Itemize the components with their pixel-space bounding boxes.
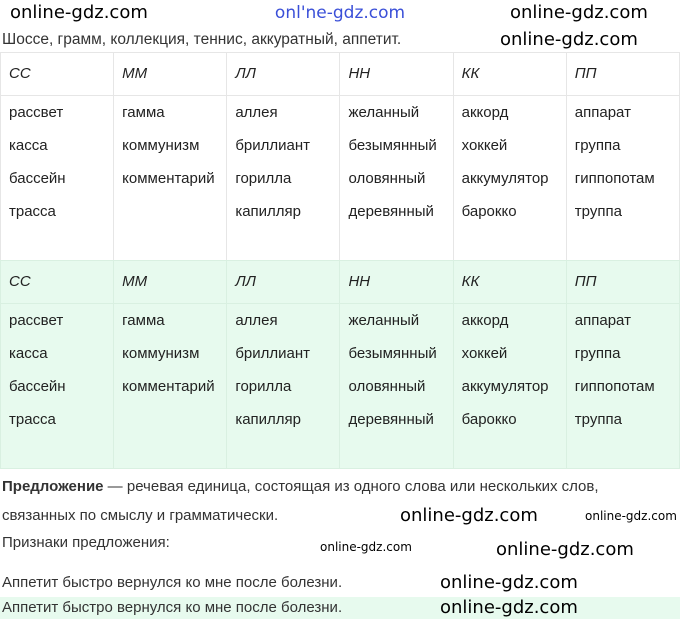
- table-cell: гамма коммунизм комментарий: [113, 95, 228, 261]
- word: рассвет: [9, 104, 64, 121]
- signs-label: Признаки предложения:: [2, 534, 170, 551]
- word: безымянный: [348, 345, 437, 362]
- table-cell: аппарат группа гиппопотам труппа: [565, 303, 680, 469]
- definition-text: — речевая единица, состоящая из одного с…: [2, 478, 599, 524]
- definition: Предложение — речевая единица, состоящая…: [2, 472, 662, 530]
- word: гиппопотам: [574, 170, 655, 187]
- word: касса: [9, 137, 48, 154]
- word: аккумулятор: [461, 378, 549, 395]
- word: желанный: [348, 312, 420, 329]
- word: безымянный: [348, 137, 437, 154]
- header-mm: ММ: [113, 260, 228, 304]
- header-mm: ММ: [113, 52, 228, 96]
- table-cell: аккорд хоккей аккумулятор барокко: [452, 95, 567, 261]
- word: труппа: [574, 411, 622, 428]
- word: трасса: [9, 203, 56, 220]
- watermark: online-gdz.com: [496, 539, 634, 560]
- table-header-row: СС ММ ЛЛ НН КК ПП: [0, 260, 680, 304]
- word: аккорд: [461, 104, 509, 121]
- word: аппарат: [574, 104, 631, 121]
- word: бриллиант: [235, 345, 311, 362]
- intro-text: Шоссе, грамм, коллекция, теннис, аккурат…: [2, 31, 402, 48]
- word: горилла: [235, 378, 292, 395]
- word: горилла: [235, 170, 292, 187]
- word: аллея: [235, 312, 278, 329]
- definition-term: Предложение: [2, 478, 104, 495]
- table-cell: желанный безымянный оловянный деревянный: [339, 303, 454, 469]
- table-cell: рассвет касса бассейн трасса: [0, 95, 115, 261]
- word: комментарий: [122, 378, 215, 395]
- word: барокко: [461, 203, 517, 220]
- word: коммунизм: [122, 345, 200, 362]
- header-cc: СС: [0, 260, 115, 304]
- word: комментарий: [122, 170, 215, 187]
- watermark: online-gdz.com: [440, 597, 578, 618]
- watermark: online-gdz.com: [500, 29, 638, 50]
- word: коммунизм: [122, 137, 200, 154]
- table-cell: рассвет касса бассейн трасса: [0, 303, 115, 469]
- header-nn: НН: [339, 260, 454, 304]
- word: бриллиант: [235, 137, 311, 154]
- word: капилляр: [235, 203, 302, 220]
- watermark: online-gdz.com: [400, 505, 538, 526]
- word: группа: [574, 345, 621, 362]
- header-ll: ЛЛ: [226, 52, 341, 96]
- table-cell: желанный безымянный оловянный деревянный: [339, 95, 454, 261]
- word: аллея: [235, 104, 278, 121]
- word: гиппопотам: [574, 378, 655, 395]
- header-ll: ЛЛ: [226, 260, 341, 304]
- watermark: online-gdz.com: [585, 509, 677, 523]
- word: деревянный: [348, 411, 434, 428]
- header-kk: КК: [452, 260, 567, 304]
- word: оловянный: [348, 170, 426, 187]
- word: группа: [574, 137, 621, 154]
- watermark: online-gdz.com: [440, 572, 578, 593]
- table-cell: аллея бриллиант горилла капилляр: [226, 303, 341, 469]
- word: рассвет: [9, 312, 64, 329]
- watermark-top: onl'ne-gdz.com: [274, 3, 406, 23]
- sentence: Аппетит быстро вернулся ко мне после бол…: [2, 574, 343, 591]
- words-table: СС ММ ЛЛ НН КК ПП рассвет касса бассейн тра…: [0, 52, 680, 261]
- word: трасса: [9, 411, 56, 428]
- word: гамма: [122, 312, 165, 329]
- watermark: online-gdz.com: [320, 540, 412, 554]
- header-kk: КК: [452, 52, 567, 96]
- table-header-row: СС ММ ЛЛ НН КК ПП: [0, 52, 680, 96]
- word: аккумулятор: [461, 170, 549, 187]
- word: капилляр: [235, 411, 302, 428]
- word: хоккей: [461, 345, 508, 362]
- table-row: рассвет касса бассейн трасса гамма коммунизм к…: [0, 303, 680, 469]
- word: хоккей: [461, 137, 508, 154]
- word: деревянный: [348, 203, 434, 220]
- word: труппа: [574, 203, 622, 220]
- table-cell: аккорд хоккей аккумулятор барокко: [452, 303, 567, 469]
- table-cell: гамма коммунизм комментарий: [113, 303, 228, 469]
- word: гамма: [122, 104, 165, 121]
- watermark: online-gdz.com: [10, 2, 148, 23]
- word: касса: [9, 345, 48, 362]
- word: барокко: [461, 411, 517, 428]
- header-pp: ПП: [565, 260, 680, 304]
- word: аккорд: [461, 312, 509, 329]
- word: аппарат: [574, 312, 631, 329]
- header-cc: СС: [0, 52, 115, 96]
- header-nn: НН: [339, 52, 454, 96]
- word: бассейн: [9, 170, 66, 187]
- table-row: рассвет касса бассейн трасса гамма коммунизм к…: [0, 95, 680, 261]
- table-cell: аллея бриллиант горилла капилляр: [226, 95, 341, 261]
- word: оловянный: [348, 378, 426, 395]
- sentence-highlighted: Аппетит быстро вернулся ко мне после бол…: [0, 597, 680, 619]
- table-cell: аппарат группа гиппопотам труппа: [565, 95, 680, 261]
- words-table-highlighted: СС ММ ЛЛ НН КК ПП рассвет касса бассейн тра…: [0, 260, 680, 469]
- header-pp: ПП: [565, 52, 680, 96]
- word: бассейн: [9, 378, 66, 395]
- word: желанный: [348, 104, 420, 121]
- watermark: online-gdz.com: [510, 2, 648, 23]
